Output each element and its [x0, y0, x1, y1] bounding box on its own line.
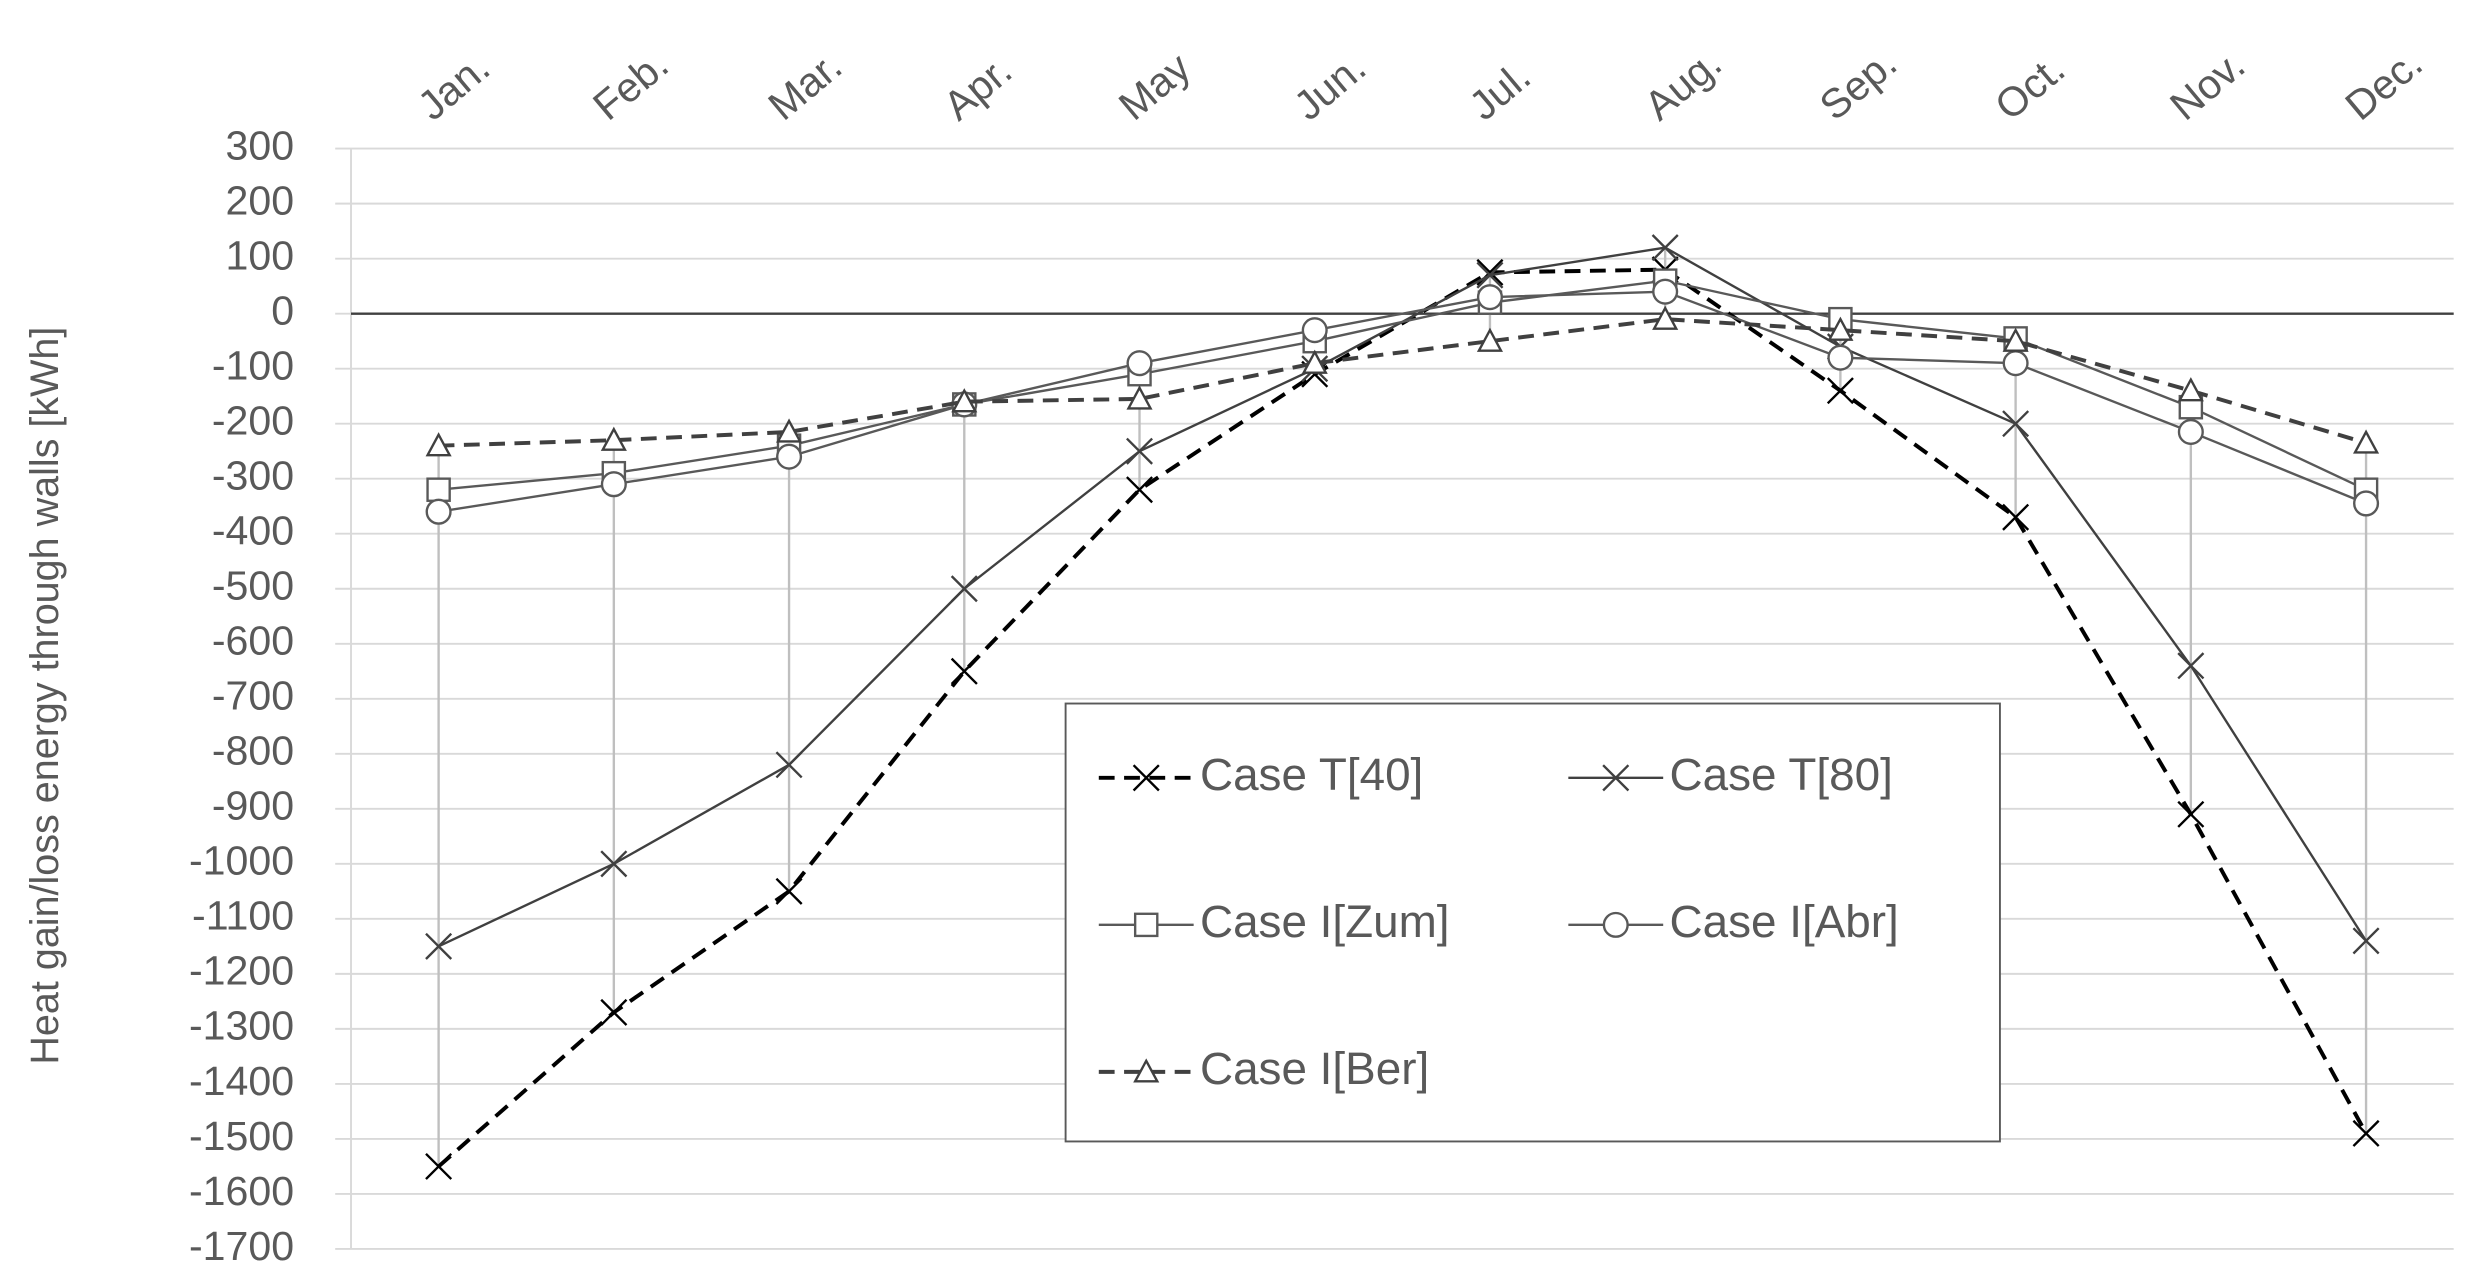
marker	[1476, 327, 1504, 352]
marker	[1126, 476, 1153, 504]
marker	[1126, 437, 1153, 465]
y-tick-label: -500	[212, 563, 294, 609]
y-tick-label: 200	[226, 177, 295, 223]
marker	[2177, 377, 2204, 402]
marker	[1651, 234, 1679, 262]
marker	[1133, 1058, 1160, 1083]
marker	[951, 388, 978, 413]
y-tick-label: -400	[212, 508, 294, 554]
marker	[2352, 927, 2380, 955]
legend-label: Case I[Ber]	[1200, 1043, 1429, 1094]
marker	[2177, 800, 2205, 828]
marker	[1652, 305, 1679, 330]
marker	[1476, 284, 1503, 311]
y-tick-label: -900	[212, 783, 294, 829]
series-line	[438, 279, 2367, 491]
marker	[425, 498, 452, 525]
marker	[2177, 418, 2204, 445]
series-line	[438, 290, 2367, 513]
legend-label: Case T[40]	[1200, 749, 1423, 800]
legend-label: Case I[Zum]	[1200, 896, 1450, 947]
marker	[2002, 410, 2030, 438]
y-tick-label: -1300	[189, 1003, 294, 1049]
y-tick-label: 100	[226, 233, 295, 279]
y-tick-label: -1600	[189, 1168, 294, 1214]
x-tick-label: Mar.	[760, 42, 851, 129]
y-tick-label: -800	[212, 728, 294, 774]
series-line	[437, 267, 2368, 1168]
x-tick-label: Aug.	[1636, 39, 1730, 129]
marker	[425, 932, 453, 960]
marker	[2002, 503, 2030, 531]
marker	[775, 751, 803, 779]
legend-label: Case I[Abr]	[1670, 896, 1899, 947]
y-tick-label: -1000	[189, 838, 294, 884]
marker	[1126, 385, 1153, 410]
marker	[426, 477, 451, 502]
marker	[1826, 377, 1854, 405]
marker	[1126, 350, 1153, 377]
series-line	[438, 317, 2367, 448]
y-tick-label: -300	[212, 453, 294, 499]
marker	[1602, 911, 1629, 938]
marker	[2002, 327, 2029, 352]
x-tick-label: Dec.	[2337, 39, 2431, 129]
marker	[1827, 316, 1854, 341]
legend-box	[1064, 702, 2001, 1143]
marker	[425, 432, 452, 457]
y-tick-label: -1500	[189, 1113, 294, 1159]
marker	[1301, 349, 1328, 374]
marker	[1602, 764, 1630, 792]
marker	[950, 657, 978, 685]
marker	[1652, 278, 1679, 305]
marker	[600, 471, 627, 498]
x-tick-label: Jun.	[1285, 44, 1374, 129]
marker	[775, 877, 803, 905]
y-axis-label: Heat gain/loss energy through walls [kWh…	[23, 327, 67, 1065]
marker	[776, 418, 803, 443]
y-tick-label: -700	[212, 673, 294, 719]
marker	[1133, 912, 1159, 938]
marker	[776, 443, 803, 470]
marker	[2002, 350, 2029, 377]
x-tick-label: Oct.	[1986, 45, 2073, 129]
marker	[600, 998, 628, 1026]
y-tick-label: -1100	[192, 893, 294, 939]
marker	[1476, 261, 1504, 289]
x-tick-label: Jan.	[409, 44, 498, 129]
marker	[425, 1152, 453, 1180]
x-tick-label: Apr.	[935, 47, 1021, 129]
marker	[2353, 429, 2380, 454]
y-tick-label: -600	[212, 618, 294, 664]
marker	[2352, 1119, 2380, 1147]
marker	[1301, 317, 1328, 344]
marker	[1132, 764, 1160, 792]
y-tick-label: -100	[212, 343, 294, 389]
x-tick-label: Sep.	[1811, 39, 1905, 129]
y-tick-label: -1200	[189, 948, 294, 994]
y-tick-label: -1400	[189, 1058, 294, 1104]
y-tick-label: 0	[271, 288, 294, 334]
x-tick-label: Feb.	[584, 41, 677, 129]
legend-label: Case T[80]	[1670, 749, 1893, 800]
y-tick-label: 300	[226, 122, 295, 168]
y-tick-label: -1700	[189, 1223, 294, 1269]
x-tick-label: Nov.	[2161, 41, 2253, 129]
x-tick-label: Jul.	[1460, 53, 1539, 129]
marker	[1827, 344, 1854, 371]
marker	[600, 426, 627, 451]
marker	[950, 575, 978, 603]
y-tick-label: -200	[212, 398, 294, 444]
marker	[2353, 490, 2380, 517]
x-tick-label: May	[1110, 44, 1199, 129]
marker	[2177, 652, 2205, 680]
marker	[600, 850, 628, 878]
